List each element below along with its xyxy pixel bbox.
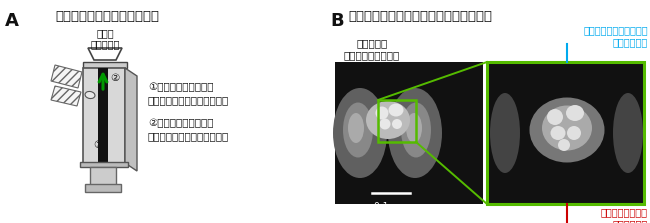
Bar	[335, 62, 483, 204]
Polygon shape	[51, 65, 82, 88]
Ellipse shape	[490, 93, 520, 173]
Ellipse shape	[558, 139, 570, 151]
Ellipse shape	[551, 126, 566, 140]
Ellipse shape	[376, 107, 389, 120]
Polygon shape	[51, 86, 81, 106]
Ellipse shape	[388, 88, 442, 178]
Text: 物体位置の記憶の情報を: 物体位置の記憶の情報を	[584, 25, 648, 35]
Ellipse shape	[380, 118, 391, 130]
Text: 蛍光強度が変化するハエ: 蛍光強度が変化するハエ	[148, 95, 229, 105]
Bar	[378, 100, 416, 142]
Ellipse shape	[542, 105, 592, 151]
Ellipse shape	[392, 119, 402, 129]
Polygon shape	[125, 68, 137, 171]
Ellipse shape	[406, 113, 422, 143]
Text: ①　脳の活動に応じて: ① 脳の活動に応じて	[148, 82, 213, 92]
Bar	[83, 62, 127, 68]
Bar	[90, 167, 116, 185]
Text: 自己運動の情報を: 自己運動の情報を	[601, 207, 648, 217]
Ellipse shape	[401, 103, 431, 157]
Text: B: B	[330, 12, 344, 30]
Ellipse shape	[530, 97, 605, 163]
Ellipse shape	[366, 101, 410, 139]
Text: ハエの脳を: ハエの脳を	[356, 38, 387, 48]
Text: 飛行するハエの脳活動を記録: 飛行するハエの脳活動を記録	[55, 10, 159, 23]
Bar	[98, 68, 108, 163]
Text: 記憶と運動の情報を伝える細胞群を発見: 記憶と運動の情報を伝える細胞群を発見	[348, 10, 492, 23]
Ellipse shape	[389, 103, 404, 116]
Text: ①: ①	[94, 140, 103, 150]
Bar	[80, 162, 128, 167]
Bar	[487, 62, 644, 204]
Text: 伝える細胞群: 伝える細胞群	[613, 219, 648, 223]
Ellipse shape	[566, 105, 584, 121]
Text: ②　脳活動をあらわす: ② 脳活動をあらわす	[148, 118, 213, 128]
Bar	[85, 184, 121, 192]
Text: ②: ②	[110, 73, 119, 83]
Ellipse shape	[613, 93, 643, 173]
Ellipse shape	[348, 113, 364, 143]
Text: A: A	[5, 12, 19, 30]
Text: 正面から見たところ: 正面から見たところ	[344, 50, 400, 60]
Ellipse shape	[333, 88, 387, 178]
Text: 0.1 mm: 0.1 mm	[374, 202, 408, 211]
Polygon shape	[88, 48, 122, 60]
Ellipse shape	[85, 91, 95, 99]
Text: 伝える細胞群: 伝える細胞群	[613, 37, 648, 47]
Text: 顕微鏡
対物レンズ: 顕微鏡 対物レンズ	[90, 28, 120, 50]
Ellipse shape	[567, 126, 581, 140]
Ellipse shape	[343, 103, 373, 157]
Text: 蛍光信号を顕微鏡で観察: 蛍光信号を顕微鏡で観察	[148, 131, 229, 141]
Ellipse shape	[547, 109, 563, 125]
Bar	[83, 68, 125, 163]
